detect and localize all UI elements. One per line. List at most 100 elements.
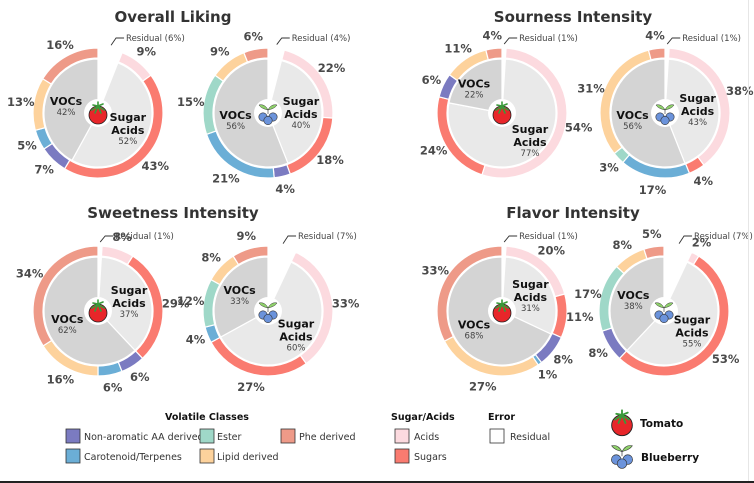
- residual-leader-line: [503, 37, 518, 45]
- inner-label-acids: Acids: [112, 297, 146, 310]
- legend-label-sugars: Sugars: [414, 452, 447, 463]
- pct-label-acids: 38%: [726, 84, 754, 98]
- blueberry-icon: [611, 445, 633, 469]
- pct-label-lipid: 8%: [201, 251, 221, 265]
- donut-sweetness-intensity-blueberry: 33%27%4%12%8%9%SugarAcids60%VOCs33%Resid…: [177, 229, 360, 394]
- outer-slice-phe: [232, 245, 269, 266]
- inner-slice-sugar-acids: [664, 58, 720, 164]
- pct-label-phe: 6%: [243, 29, 263, 43]
- pct-label-sugars: 43%: [142, 159, 170, 173]
- outer-slice-phe: [436, 245, 503, 342]
- legend-item-tomato: Tomato: [610, 409, 683, 437]
- inner-value-vocs: 56%: [623, 122, 642, 132]
- bottom-border: [0, 481, 754, 483]
- inner-slice-vocs: [448, 58, 503, 114]
- inner-label-sugar: Sugar: [278, 318, 315, 331]
- legend-label-lipid: Lipid derived: [217, 452, 279, 463]
- pct-label-phe: 5%: [642, 227, 662, 241]
- pct-label-ester: 17%: [574, 287, 602, 301]
- legend-label-phe: Phe derived: [299, 432, 356, 443]
- legend-swatch-phe: [280, 428, 296, 444]
- inner-slice-vocs: [43, 58, 99, 162]
- charts-layer: 9%43%7%5%13%16%SugarAcids52%VOCs42%Resid…: [7, 29, 754, 395]
- pct-label-acids: 22%: [318, 61, 346, 75]
- legend-item-residual: Residual: [489, 428, 550, 444]
- inner-label-vocs: VOCs: [458, 78, 491, 91]
- residual-label: Residual (1%): [519, 34, 578, 44]
- pct-label-lipid: 16%: [47, 372, 75, 386]
- residual-leader-line: [110, 37, 125, 46]
- legend-label-tomato: Tomato: [640, 418, 683, 430]
- inner-value-sugar-acids: 40%: [291, 121, 310, 131]
- pct-label-phe: 16%: [46, 38, 74, 52]
- legend-title-volatile: Volatile Classes: [165, 412, 249, 423]
- right-border: [748, 0, 749, 481]
- inner-label-vocs: VOCs: [50, 95, 83, 108]
- panel-title-sweetness-intensity: Sweetness Intensity: [87, 204, 259, 222]
- pct-label-carotenoid: 21%: [212, 172, 240, 186]
- panel-title-flavor-intensity: Flavor Intensity: [506, 204, 640, 222]
- inner-label-sugar: Sugar: [110, 111, 147, 124]
- inner-label-acids: Acids: [284, 108, 318, 121]
- inner-slice-sugar-acids: [501, 256, 557, 335]
- pct-label-non-aromatic: 6%: [422, 73, 442, 87]
- legend-item-acids: Acids: [394, 428, 439, 444]
- legend-swatch-carotenoid: [65, 448, 81, 464]
- pct-label-carotenoid: 4%: [186, 333, 206, 347]
- legend-item-ester: Ester: [199, 428, 242, 444]
- pct-label-acids: 8%: [112, 230, 132, 244]
- pct-label-sugars: 53%: [712, 352, 740, 366]
- inner-slice-sugar-acids: [71, 62, 153, 168]
- inner-value-vocs: 33%: [230, 297, 249, 307]
- pct-label-phe: 4%: [482, 29, 502, 43]
- pct-label-sugars: 24%: [420, 144, 448, 158]
- pct-label-sugars: 27%: [237, 380, 265, 394]
- pct-label-carotenoid: 5%: [17, 138, 37, 152]
- pct-label-phe: 9%: [236, 229, 256, 243]
- pct-label-lipid: 9%: [210, 45, 230, 59]
- inner-value-sugar-acids: 31%: [521, 304, 540, 314]
- panel-title-overall-liking: Overall Liking: [115, 8, 232, 26]
- inner-slice-sugar-acids: [267, 59, 323, 164]
- inner-label-sugar: Sugar: [674, 314, 711, 327]
- inner-value-sugar-acids: 37%: [120, 310, 139, 320]
- inner-label-acids: Acids: [514, 291, 548, 304]
- inner-label-vocs: VOCs: [51, 313, 84, 326]
- pct-label-acids: 54%: [565, 121, 593, 135]
- residual-leader-line: [276, 37, 290, 45]
- outer-slice-phe: [41, 47, 99, 85]
- outer-slice-phe: [643, 245, 665, 260]
- tomato-icon: [610, 409, 634, 437]
- legend-item-sugars: Sugars: [394, 448, 447, 464]
- inner-value-sugar-acids: 55%: [683, 340, 702, 350]
- residual-leader-line: [666, 37, 681, 45]
- residual-label: Residual (7%): [694, 232, 753, 242]
- inner-label-sugar: Sugar: [679, 92, 716, 105]
- inner-label-vocs: VOCs: [617, 289, 650, 302]
- legend-item-non-aromatic: Non-aromatic AA derived: [65, 428, 204, 444]
- pct-label-sugars: 18%: [316, 153, 344, 167]
- inner-label-sugar: Sugar: [111, 284, 148, 297]
- inner-value-vocs: 62%: [58, 326, 77, 336]
- pct-label-sugars: 4%: [694, 174, 714, 188]
- pct-label-ester: 3%: [599, 160, 619, 174]
- pct-label-phe: 34%: [16, 266, 44, 280]
- legend-swatch-non-aromatic: [65, 428, 81, 444]
- pct-label-ester: 12%: [177, 294, 205, 308]
- pct-label-carotenoid: 17%: [639, 183, 667, 197]
- legend-label-blueberry: Blueberry: [641, 452, 699, 464]
- inner-label-sugar: Sugar: [512, 278, 549, 291]
- legend-item-blueberry: Blueberry: [611, 445, 699, 469]
- inner-value-sugar-acids: 43%: [688, 118, 707, 128]
- inner-label-vocs: VOCs: [223, 284, 256, 297]
- legend-swatch-ester: [199, 428, 215, 444]
- outer-slice-phe: [32, 245, 99, 347]
- inner-value-vocs: 22%: [465, 91, 484, 101]
- legend-label-residual: Residual: [510, 432, 550, 443]
- residual-leader-line: [99, 235, 114, 243]
- pct-label-lipid: 8%: [612, 238, 632, 252]
- inner-label-acids: Acids: [111, 124, 145, 137]
